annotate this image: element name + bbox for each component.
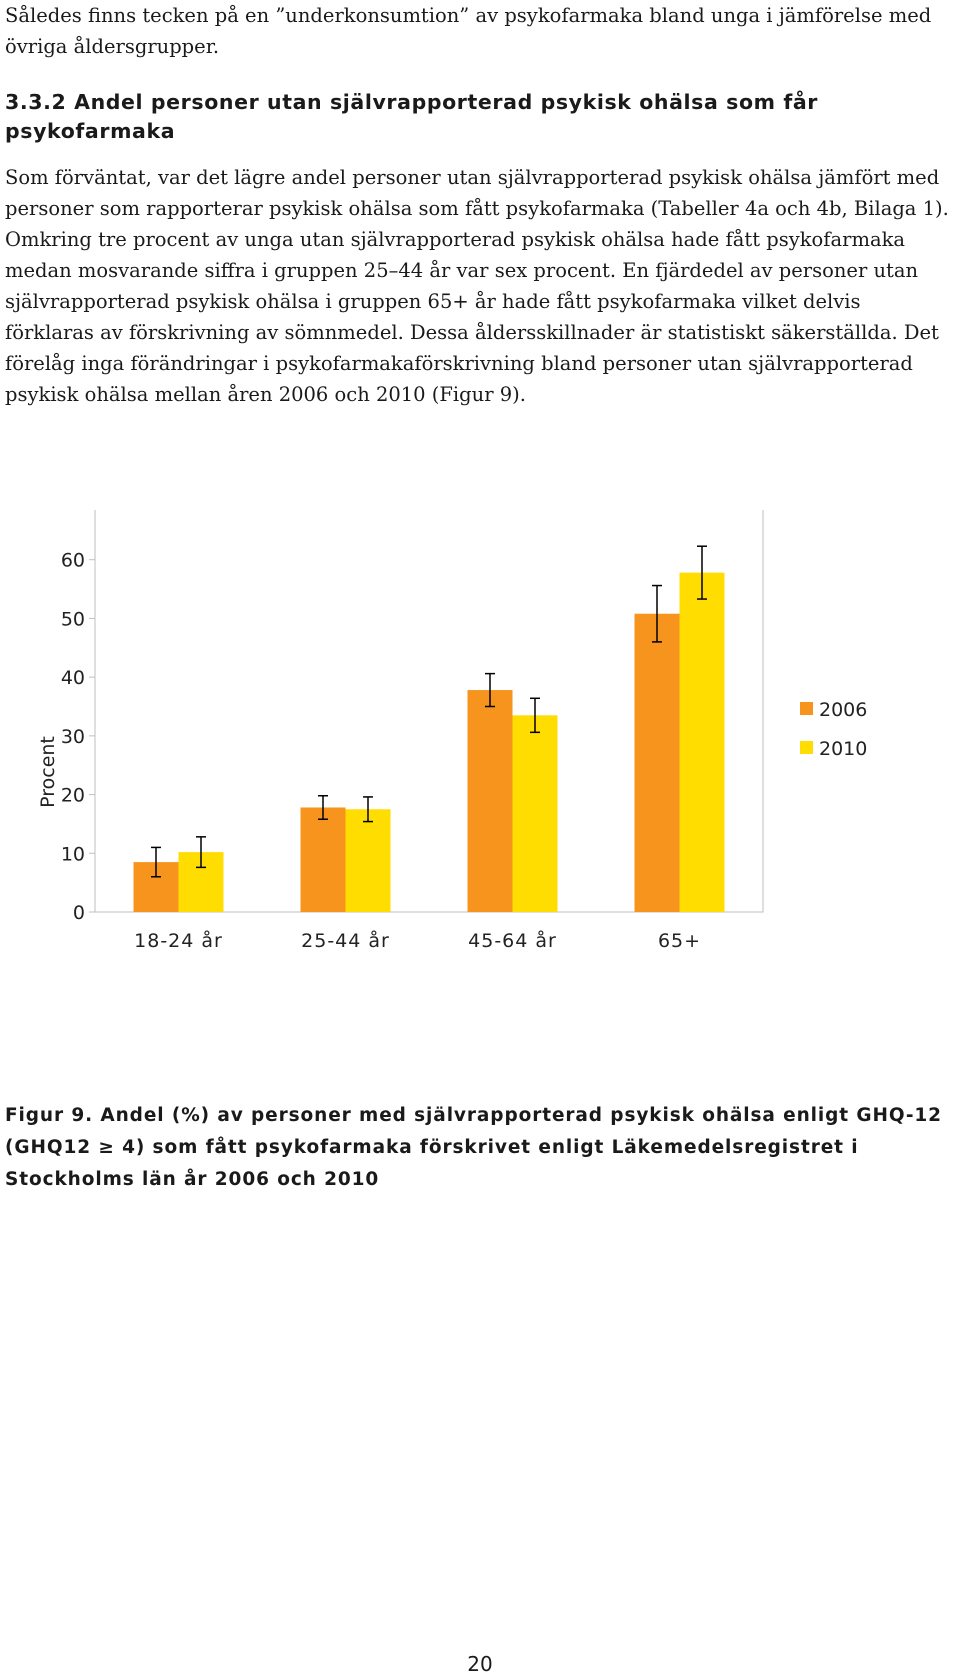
y-tick-label: 20 <box>61 785 85 807</box>
bar-2010-2 <box>345 809 391 912</box>
bar-2010-4 <box>679 572 725 912</box>
x-tick-label: 65+ <box>658 930 701 952</box>
legend-label-2006: 2006 <box>819 699 867 721</box>
legend-swatch-2006 <box>800 702 813 715</box>
y-tick-label: 0 <box>73 902 85 924</box>
bar-2006-3 <box>467 690 513 912</box>
page-number: 20 <box>467 1652 493 1676</box>
y-tick-label: 10 <box>61 843 85 865</box>
plot-area-border <box>94 510 764 913</box>
bar-2006-2 <box>300 807 346 912</box>
figure-caption: Figur 9. Andel (%) av personer med själv… <box>5 1105 942 1190</box>
bar-2006-4 <box>634 613 680 912</box>
body-paragraph: Som förväntat, var det lägre andel perso… <box>5 166 949 406</box>
y-axis-label: Procent <box>37 736 59 808</box>
y-tick-label: 40 <box>61 667 85 689</box>
bar-2010-3 <box>512 715 558 912</box>
y-tick-label: 70 <box>61 510 85 513</box>
y-tick-label: 60 <box>61 550 85 572</box>
section-heading: 3.3.2 Andel personer utan självrapporter… <box>5 90 819 143</box>
y-tick-label: 50 <box>61 608 85 630</box>
intro-paragraph: Således finns tecken på en ”underkonsumt… <box>5 4 932 58</box>
x-tick-label: 18-24 år <box>134 929 223 952</box>
x-tick-label: 45-64 år <box>468 929 557 952</box>
legend-swatch-2010 <box>800 741 813 754</box>
x-tick-label: 25-44 år <box>301 929 390 952</box>
legend-label-2010: 2010 <box>819 738 867 760</box>
y-tick-label: 30 <box>61 726 85 748</box>
bar-chart: 0 10 20 30 40 50 60 70 Procent 18-24 år 25-44 år 45… <box>37 510 867 952</box>
